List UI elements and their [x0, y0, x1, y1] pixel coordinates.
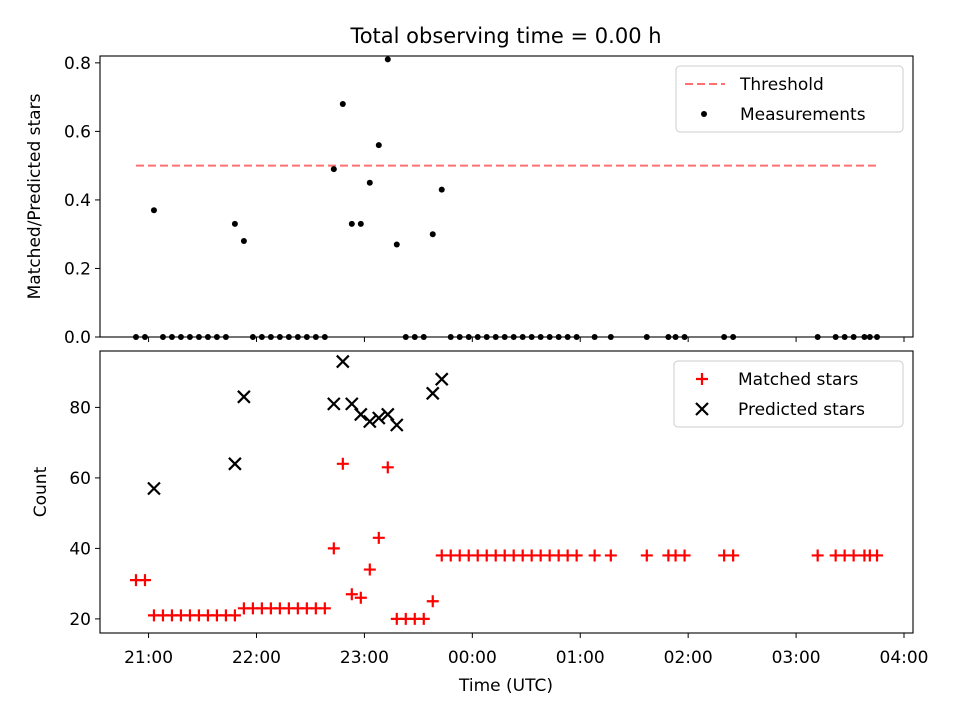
matched-star-point	[327, 542, 340, 555]
y-tick-label: 0.0	[64, 328, 91, 348]
predicted-star-point	[381, 407, 395, 422]
legend: Matched stars Predicted stars	[673, 360, 904, 428]
measurement-point	[240, 238, 247, 245]
legend-box	[675, 65, 904, 133]
matched-star-point	[426, 595, 439, 608]
predicted-star-point	[237, 390, 251, 404]
y-axis-label: Matched/Predicted stars	[25, 93, 45, 299]
measurement-point	[339, 100, 346, 107]
plot-frame	[99, 350, 914, 634]
measurement-point	[438, 186, 445, 193]
legend-matched-swatch	[696, 373, 708, 385]
predicted-star-point	[345, 397, 359, 411]
matched-star-point	[318, 602, 331, 615]
matched-star-point	[588, 549, 601, 562]
x-tick-label: 23:00	[340, 648, 389, 668]
y-tick-label: 0.8	[64, 54, 91, 74]
matched-star-point	[417, 612, 430, 625]
legend-label: Measurements	[740, 105, 866, 125]
y-axis-label: Count	[31, 466, 51, 517]
y-tick-label: 80	[69, 398, 91, 418]
matched-star-point	[570, 549, 583, 562]
x-tick-label: 02:00	[664, 648, 713, 668]
measurement-point	[366, 179, 373, 186]
matched-star-point	[372, 531, 385, 544]
matched-star-point	[640, 549, 653, 562]
measurement-point	[231, 220, 238, 227]
y-tick-label: 0.6	[64, 122, 91, 142]
matched-star-point	[354, 591, 367, 604]
y-tick-label: 20	[69, 610, 91, 630]
predicted-star-point	[434, 372, 449, 386]
y-tick-label: 0.4	[64, 191, 91, 211]
legend-label: Threshold	[739, 75, 824, 95]
matched-star-point	[138, 574, 151, 587]
predicted-star-point	[336, 354, 350, 369]
predicted-star-point	[425, 386, 440, 401]
matched-star-point	[871, 549, 884, 562]
figure-title: Total observing time = 0.00 h	[349, 24, 661, 48]
y-tick-label: 0.2	[64, 259, 91, 279]
legend: Threshold Measurements	[675, 65, 904, 133]
predicted-star-point	[363, 414, 377, 429]
predicted-star-point	[147, 481, 161, 496]
measurement-point	[348, 220, 355, 227]
x-tick-label: 01:00	[556, 648, 605, 668]
matched-star-point	[345, 588, 358, 601]
predicted-star-point	[372, 411, 386, 425]
series-predicted-stars	[147, 354, 449, 496]
x-tick-label: 21:00	[124, 648, 173, 668]
predicted-star-point	[354, 407, 368, 422]
plots-group: 0.0 0.2 0.4 0.6 0.8 Matched/Predicted stars Th…	[25, 54, 929, 668]
plot-frame	[99, 55, 914, 338]
x-tick-label: 22:00	[232, 648, 281, 668]
measurement-point	[357, 220, 364, 227]
legend-predicted-swatch	[695, 402, 709, 416]
matched-star-point	[228, 609, 241, 622]
predicted-star-point	[327, 397, 341, 411]
matched-star-point	[727, 549, 740, 562]
matched-star-point	[381, 461, 394, 474]
matched-star-point	[678, 549, 691, 562]
predicted-star-point	[390, 418, 404, 432]
x-tick-label: 00:00	[448, 648, 497, 668]
matched-star-point	[811, 549, 824, 562]
measurement-point	[429, 231, 436, 238]
measurement-point	[150, 207, 157, 214]
matched-star-point	[363, 563, 376, 576]
measurement-point	[375, 142, 382, 149]
legend-measurement-swatch	[701, 111, 707, 117]
measurement-point	[393, 241, 400, 248]
matched-star-point	[336, 457, 349, 470]
x-tick-label: 04:00	[880, 648, 929, 668]
legend-label: Predicted stars	[738, 400, 865, 420]
panel-count: 21:00 22:00 23:00 00:00 01:00 02:00 03:00 04:00…	[31, 350, 929, 668]
series-matched-stars	[129, 457, 884, 625]
predicted-star-point	[228, 457, 242, 471]
y-tick-label: 60	[69, 469, 91, 489]
measurement-point	[330, 166, 337, 173]
measurement-point	[384, 56, 391, 63]
x-tick-label: 03:00	[772, 648, 821, 668]
legend-box	[673, 360, 904, 428]
legend-label: Matched stars	[738, 370, 858, 390]
x-axis-label: Time (UTC)	[458, 676, 553, 696]
y-tick-label: 40	[69, 539, 91, 559]
panel-ratio: 0.0 0.2 0.4 0.6 0.8 Matched/Predicted stars Th…	[25, 54, 914, 348]
matched-star-point	[847, 549, 860, 562]
matched-star-point	[604, 549, 617, 562]
